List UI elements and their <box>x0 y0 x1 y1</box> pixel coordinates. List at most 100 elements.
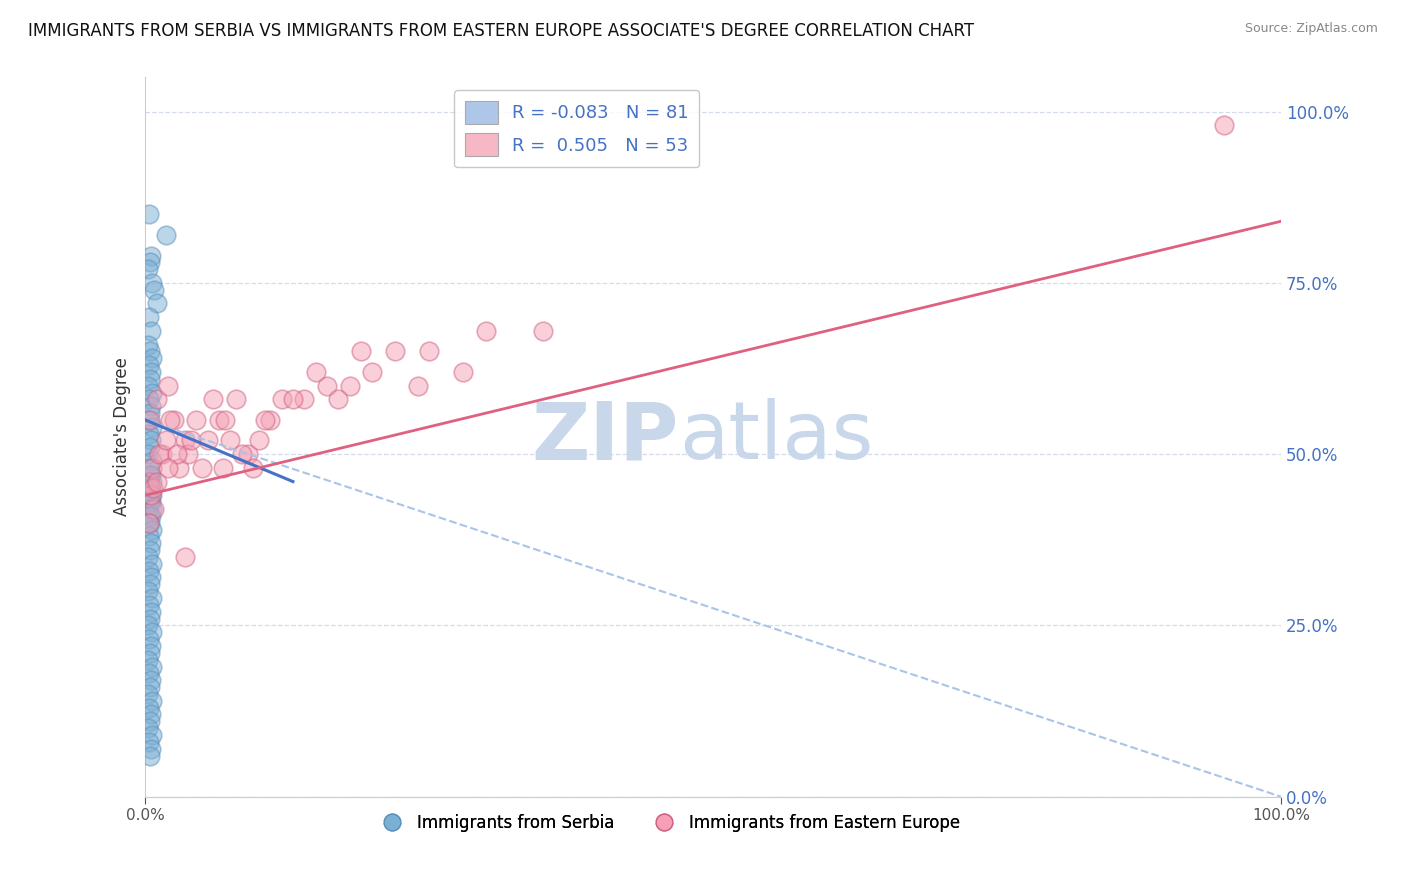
Point <box>138 392 160 407</box>
Point <box>139 639 162 653</box>
Point <box>138 207 160 221</box>
Point <box>141 488 163 502</box>
Point <box>136 337 159 351</box>
Point <box>138 426 160 441</box>
Point <box>139 440 162 454</box>
Point <box>139 605 162 619</box>
Point <box>138 358 160 372</box>
Point <box>136 687 159 701</box>
Point <box>139 495 162 509</box>
Point <box>136 584 159 599</box>
Point <box>139 707 162 722</box>
Point <box>155 227 177 242</box>
Point <box>453 365 475 379</box>
Text: Source: ZipAtlas.com: Source: ZipAtlas.com <box>1244 22 1378 36</box>
Point <box>139 714 162 729</box>
Point <box>174 434 197 448</box>
Point <box>138 495 160 509</box>
Point <box>138 529 160 543</box>
Point <box>139 646 162 660</box>
Point <box>157 378 180 392</box>
Point <box>139 399 162 413</box>
Point <box>141 385 163 400</box>
Point <box>270 392 292 407</box>
Point <box>150 447 173 461</box>
Point <box>138 461 160 475</box>
Point <box>139 365 162 379</box>
Point <box>139 495 162 509</box>
Point <box>197 434 219 448</box>
Point <box>166 447 188 461</box>
Point <box>141 523 163 537</box>
Point <box>141 276 163 290</box>
Point <box>142 482 165 496</box>
Point <box>139 434 162 448</box>
Point <box>141 728 163 742</box>
Point <box>145 475 167 489</box>
Point <box>231 447 253 461</box>
Point <box>138 700 160 714</box>
Point <box>136 653 159 667</box>
Point <box>139 406 162 420</box>
Point <box>253 413 276 427</box>
Point <box>138 632 160 647</box>
Point <box>138 482 160 496</box>
Point <box>202 392 225 407</box>
Point <box>145 392 167 407</box>
Point <box>316 378 339 392</box>
Point <box>141 454 163 468</box>
Point <box>136 378 159 392</box>
Point <box>141 475 163 489</box>
Point <box>139 673 162 688</box>
Point <box>305 365 328 379</box>
Point <box>143 502 166 516</box>
Point <box>141 625 163 640</box>
Point <box>139 508 162 523</box>
Point <box>328 392 350 407</box>
Point <box>139 248 162 262</box>
Point <box>531 324 554 338</box>
Point <box>139 413 162 427</box>
Point <box>136 516 159 530</box>
Point <box>141 591 163 605</box>
Text: IMMIGRANTS FROM SERBIA VS IMMIGRANTS FROM EASTERN EUROPE ASSOCIATE'S DEGREE CORR: IMMIGRANTS FROM SERBIA VS IMMIGRANTS FRO… <box>28 22 974 40</box>
Point <box>139 255 162 269</box>
Point <box>139 577 162 591</box>
Point <box>136 549 159 564</box>
Point <box>138 598 160 612</box>
Point <box>139 467 162 482</box>
Point <box>136 413 159 427</box>
Point <box>139 488 162 502</box>
Point <box>136 475 159 489</box>
Point <box>259 413 281 427</box>
Point <box>214 413 236 427</box>
Text: ZIP: ZIP <box>531 398 679 476</box>
Point <box>141 502 163 516</box>
Point <box>136 502 159 516</box>
Point <box>281 392 304 407</box>
Point <box>139 741 162 756</box>
Y-axis label: Associate's Degree: Associate's Degree <box>114 358 131 516</box>
Point <box>292 392 315 407</box>
Point <box>136 721 159 735</box>
Point <box>139 372 162 386</box>
Point <box>141 419 163 434</box>
Point <box>475 324 498 338</box>
Point <box>159 413 181 427</box>
Point <box>136 488 159 502</box>
Point <box>139 611 162 625</box>
Point <box>138 475 160 489</box>
Point <box>211 461 233 475</box>
Point <box>339 378 361 392</box>
Point <box>180 434 202 448</box>
Point <box>139 570 162 584</box>
Point <box>208 413 231 427</box>
Point <box>169 461 191 475</box>
Legend: Immigrants from Serbia, Immigrants from Eastern Europe: Immigrants from Serbia, Immigrants from … <box>368 807 967 838</box>
Point <box>141 351 163 366</box>
Point <box>143 283 166 297</box>
Point <box>148 447 170 461</box>
Point <box>1213 119 1236 133</box>
Point <box>138 516 160 530</box>
Point <box>138 666 160 681</box>
